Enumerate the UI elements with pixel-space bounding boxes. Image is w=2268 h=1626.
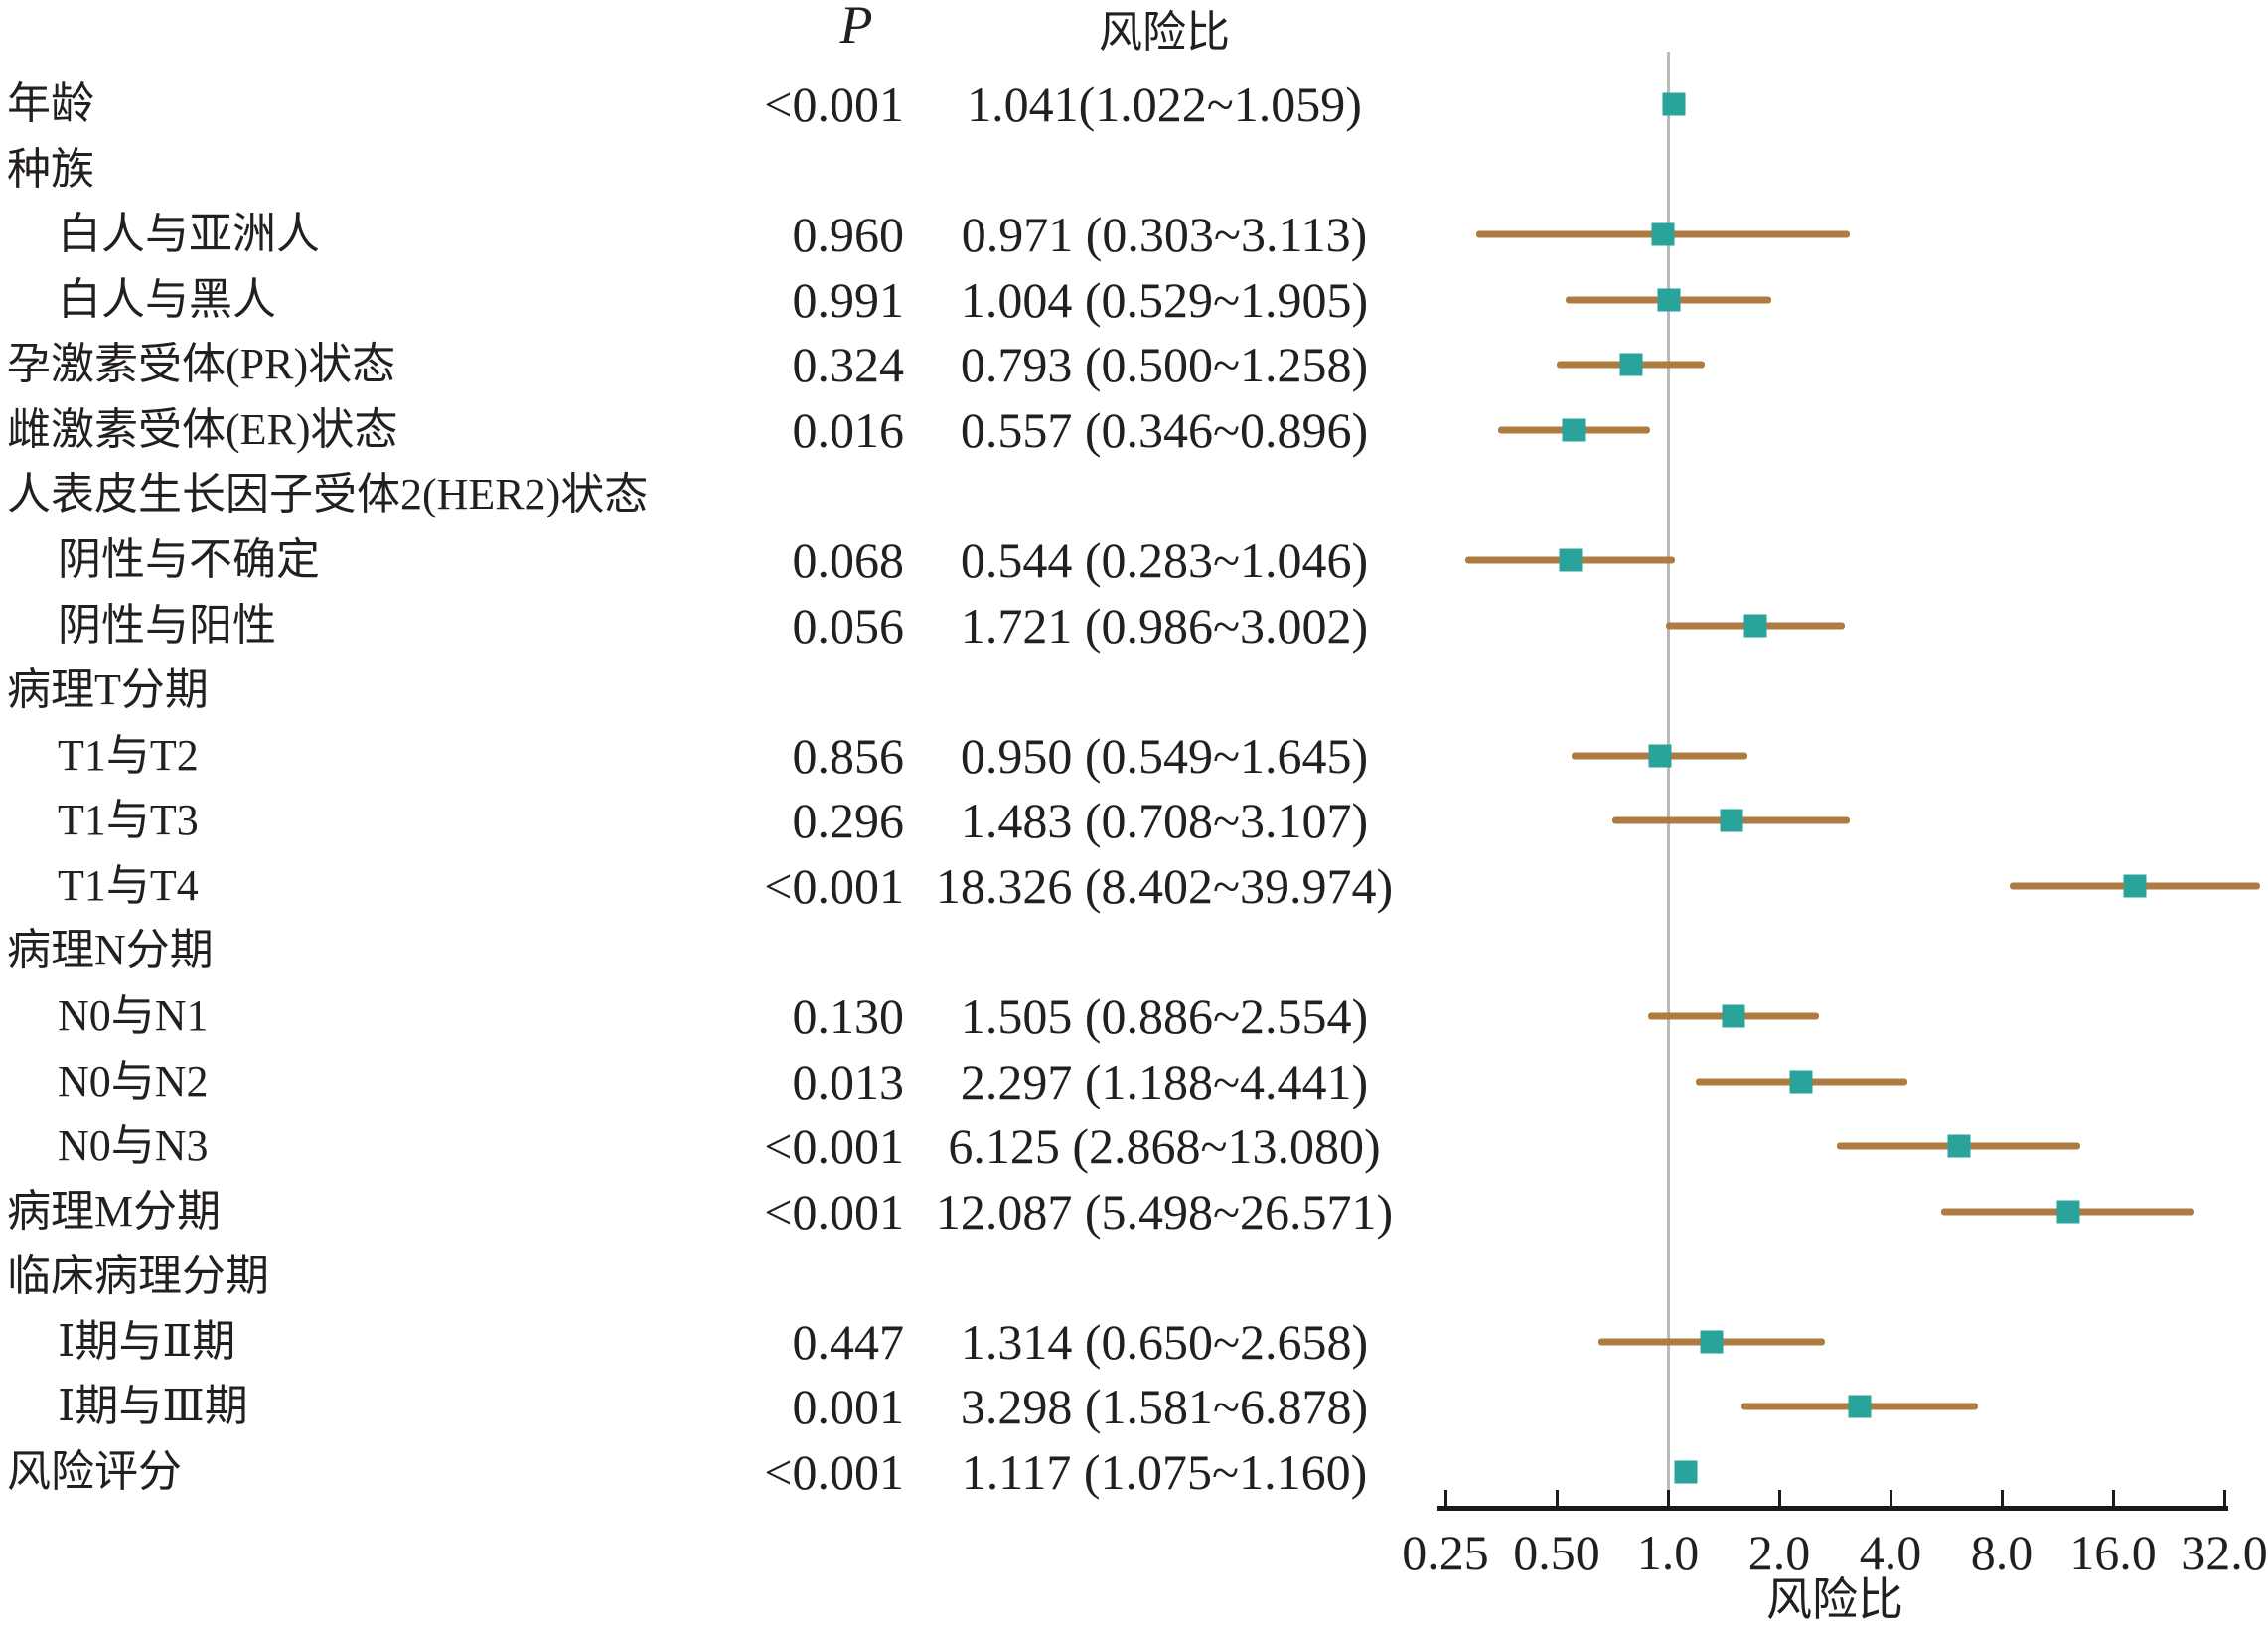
row-label: T1与T3 [58,796,199,845]
row-label: N0与N2 [58,1056,209,1106]
x-tick-label: 16.0 [2069,1525,2157,1580]
p-value: 0.001 [792,1379,905,1435]
row-label: T1与T2 [58,730,199,780]
row-label: 年龄 [7,79,94,128]
hr-marker [1657,288,1681,312]
row-group-label: 病理N分期 [7,926,214,975]
x-tick-label: 0.25 [1402,1525,1489,1580]
hr-marker [1619,353,1643,376]
row-label: Ⅰ期与Ⅱ期 [58,1316,236,1366]
p-value: 0.447 [792,1313,905,1370]
x-axis-title: 风险比 [1766,1574,1903,1625]
hr-marker [1700,1330,1724,1354]
p-value: 0.991 [792,271,905,328]
hazard-ratio-value: 0.557 (0.346~0.896) [960,401,1369,458]
column-header-hazard-ratio: 风险比 [1099,8,1230,57]
x-tick [1777,1490,1781,1506]
reference-line [1666,52,1670,1506]
x-tick-label: 32.0 [2181,1525,2268,1580]
x-tick [1555,1490,1559,1506]
hazard-ratio-value: 0.950 (0.549~1.645) [960,727,1369,784]
x-tick [2222,1490,2226,1506]
hazard-ratio-value: 18.326 (8.402~39.974) [935,857,1394,914]
hazard-ratio-value: 1.483 (0.708~3.107) [960,793,1369,849]
hr-marker [1720,809,1743,832]
p-value: 0.130 [792,987,905,1044]
p-value: <0.001 [764,857,904,914]
row-label: 阴性与不确定 [58,534,320,584]
row-label: 病理M分期 [7,1186,222,1236]
x-tick-label: 8.0 [1970,1525,2034,1580]
row-label: T1与T4 [58,860,199,910]
p-value: 0.324 [792,337,905,393]
p-value: 0.068 [792,531,905,588]
hr-marker [1848,1395,1872,1418]
hr-marker [1722,1004,1745,1028]
row-label: 风险评分 [7,1446,182,1496]
row-group-label: 种族 [7,144,94,194]
x-tick-label: 0.50 [1513,1525,1600,1580]
x-tick [1666,1490,1670,1506]
x-tick [2000,1490,2004,1506]
hazard-ratio-value: 12.087 (5.498~26.571) [935,1183,1394,1240]
hazard-ratio-value: 1.314 (0.650~2.658) [960,1313,1369,1370]
hazard-ratio-value: 6.125 (2.868~13.080) [948,1118,1381,1175]
hazard-ratio-value: 1.041(1.022~1.059) [967,76,1362,132]
hr-marker [2056,1200,2080,1224]
p-value: 0.856 [792,727,905,784]
row-group-label: 病理T分期 [7,665,209,715]
row-label: N0与N1 [58,990,209,1040]
row-label: Ⅰ期与Ⅲ期 [58,1382,248,1431]
row-label: N0与N3 [58,1121,209,1171]
x-tick [1889,1490,1892,1506]
hr-marker [1662,92,1686,116]
hazard-ratio-value: 1.505 (0.886~2.554) [960,987,1369,1044]
hr-marker [1651,222,1675,246]
x-axis-line [1437,1506,2228,1511]
hazard-ratio-value: 0.544 (0.283~1.046) [960,531,1369,588]
row-group-label: 人表皮生长因子受体2(HER2)状态 [7,470,649,519]
hazard-ratio-value: 2.297 (1.188~4.441) [960,1053,1369,1109]
x-tick-label: 4.0 [1859,1525,1922,1580]
p-value: <0.001 [764,1443,904,1500]
hr-marker [1648,744,1672,768]
x-tick-label: 1.0 [1636,1525,1700,1580]
p-value: 0.960 [792,207,905,263]
hr-marker [1559,548,1583,572]
row-label: 孕激素受体(PR)状态 [7,340,396,389]
p-value: <0.001 [764,1183,904,1240]
row-label: 阴性与阳性 [58,600,276,650]
hr-marker [1562,418,1586,442]
hr-marker [1743,614,1767,638]
row-label: 雌激素受体(ER)状态 [7,404,398,454]
row-label: 白人与亚洲人 [58,210,320,259]
x-tick-label: 2.0 [1747,1525,1811,1580]
p-value: 0.016 [792,401,905,458]
hr-marker [1947,1134,1971,1158]
p-value: 0.056 [792,597,905,654]
p-value: <0.001 [764,1118,904,1175]
row-group-label: 临床病理分期 [7,1252,269,1301]
hr-marker [1674,1460,1698,1484]
hazard-ratio-value: 0.971 (0.303~3.113) [961,207,1368,263]
hr-marker [2123,874,2147,898]
p-value: 0.013 [792,1053,905,1109]
p-value: <0.001 [764,76,904,132]
column-header-p: P [839,0,873,55]
hazard-ratio-value: 1.721 (0.986~3.002) [960,597,1369,654]
hazard-ratio-value: 1.117 (1.075~1.160) [961,1443,1368,1500]
hazard-ratio-value: 3.298 (1.581~6.878) [960,1379,1369,1435]
hr-marker [1789,1070,1813,1094]
hazard-ratio-value: 1.004 (0.529~1.905) [960,271,1369,328]
x-tick [1443,1490,1447,1506]
x-tick [2111,1490,2115,1506]
row-label: 白人与黑人 [58,274,276,324]
p-value: 0.296 [792,793,905,849]
hazard-ratio-value: 0.793 (0.500~1.258) [960,337,1369,393]
